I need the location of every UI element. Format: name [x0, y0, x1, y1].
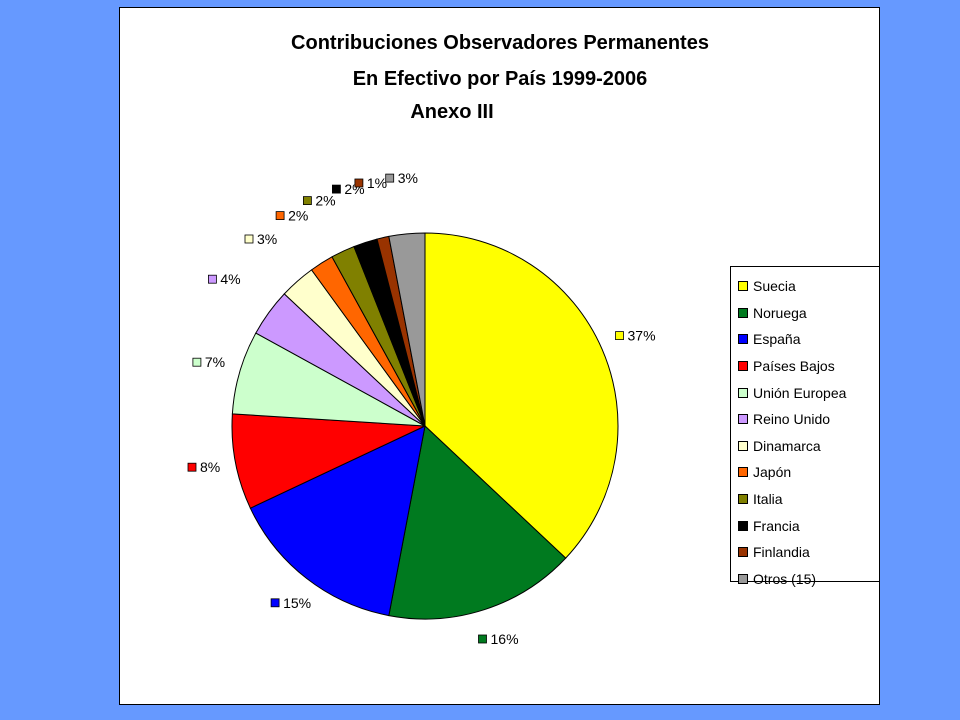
legend-swatch-9 — [738, 520, 748, 531]
pie-label-swatch-2 — [270, 598, 280, 608]
legend-swatch-3 — [738, 361, 748, 372]
legend-label-2: España — [753, 331, 801, 348]
legend-label-9: Francia — [753, 517, 800, 534]
pie-label-text-4: 7% — [205, 354, 225, 370]
pie-slice-11 — [388, 232, 426, 427]
pie-label-text-1: 16% — [491, 631, 519, 647]
legend-label-0: Suecia — [753, 278, 796, 295]
legend-label-6: Dinamarca — [753, 437, 821, 454]
legend-swatch-6 — [738, 440, 748, 451]
pie-slice-3 — [231, 413, 426, 509]
legend-label-11: Otros (15) — [753, 570, 817, 587]
pie-data-label-10: 1% — [354, 175, 387, 191]
legend-item-3: Países Bajos — [731, 353, 879, 380]
legend-item-7: Japón — [731, 459, 879, 486]
pie-label-text-11: 3% — [398, 170, 418, 186]
pie-label-text-2: 15% — [283, 595, 311, 611]
legend-label-5: Reino Unido — [753, 411, 831, 428]
chart-title-line-2: En Efectivo por País 1999-2006 — [352, 68, 648, 90]
pie-label-text-10: 1% — [367, 175, 387, 191]
legend-label-10: Finlandia — [753, 544, 810, 561]
legend-label-1: Noruega — [753, 304, 807, 321]
pie-data-label-3: 8% — [187, 459, 220, 475]
pie-label-text-0: 37% — [628, 328, 656, 344]
legend-item-8: Italia — [731, 486, 879, 513]
legend-swatch-0 — [738, 281, 748, 292]
chart-title-line-3: Anexo III — [410, 101, 494, 123]
legend-swatch-8 — [738, 494, 748, 505]
pie-chart: 37%16%15%8%7%4%3%2%2%2% 1% 3% — [187, 170, 656, 647]
pie-label-text-8: 2% — [315, 193, 335, 209]
pie-data-label-5: 4% — [208, 271, 241, 287]
legend-item-6: Dinamarca — [731, 433, 879, 460]
pie-label-text-5: 4% — [220, 271, 240, 287]
pie-label-swatch-0 — [615, 331, 624, 341]
legend-item-2: España — [731, 326, 879, 353]
legend-swatch-1 — [738, 307, 748, 318]
pie-label-swatch-7 — [275, 211, 285, 221]
pie-label-swatch-8 — [302, 196, 312, 206]
legend-item-1: Noruega — [731, 300, 879, 327]
pie-label-swatch-5 — [208, 274, 217, 284]
legend-swatch-10 — [738, 547, 748, 558]
legend-swatch-5 — [738, 414, 748, 425]
legend-item-5: Reino Unido — [731, 406, 879, 433]
legend-label-4: Unión Europea — [753, 384, 847, 401]
pie-slice-0 — [424, 232, 619, 559]
legend-item-4: Unión Europea — [731, 379, 879, 406]
pie-label-swatch-1 — [478, 634, 487, 644]
chart-legend: Suecia Noruega España Países Bajos Unión Eur… — [730, 266, 880, 587]
pie-label-swatch-11 — [385, 173, 395, 183]
legend-item-9: Francia — [731, 512, 879, 539]
pie-data-label-4: 7% — [192, 354, 225, 370]
legend-item-10: Finlandia — [731, 539, 879, 566]
legend-item-11: Otros (15) — [731, 566, 879, 593]
legend-item-0: Suecia — [731, 273, 879, 300]
chart-title-line-1: Contribuciones Observadores Permanentes — [291, 32, 709, 54]
legend-swatch-4 — [738, 387, 748, 398]
legend-label-7: Japón — [753, 464, 792, 481]
legend-swatch-11 — [738, 573, 748, 584]
pie-label-swatch-4 — [192, 357, 202, 367]
pie-label-swatch-10 — [354, 178, 364, 188]
pie-data-label-0: 37% — [615, 328, 656, 344]
pie-label-swatch-3 — [187, 462, 197, 472]
pie-label-text-7: 2% — [288, 208, 308, 224]
pie-data-label-7: 2% — [275, 208, 308, 224]
pie-label-text-3: 8% — [200, 459, 220, 475]
pie-data-label-2: 15% — [270, 595, 311, 611]
pie-data-label-6: 3% — [244, 231, 277, 247]
legend-swatch-7 — [738, 467, 748, 478]
legend-swatch-2 — [738, 334, 748, 345]
pie-label-swatch-6 — [244, 234, 254, 244]
pie-data-label-11: 3% — [385, 170, 418, 186]
pie-label-text-6: 3% — [257, 231, 277, 247]
legend-label-3: Países Bajos — [753, 358, 835, 375]
pie-label-swatch-9 — [331, 184, 341, 194]
pie-slice-1 — [388, 425, 567, 620]
legend-label-8: Italia — [753, 491, 783, 508]
pie-slice-2 — [249, 425, 426, 617]
chart-panel: Contribuciones Observadores Permanentes … — [119, 7, 880, 705]
pie-data-label-8: 2% — [302, 193, 336, 209]
pie-data-label-1: 16% — [478, 631, 519, 647]
